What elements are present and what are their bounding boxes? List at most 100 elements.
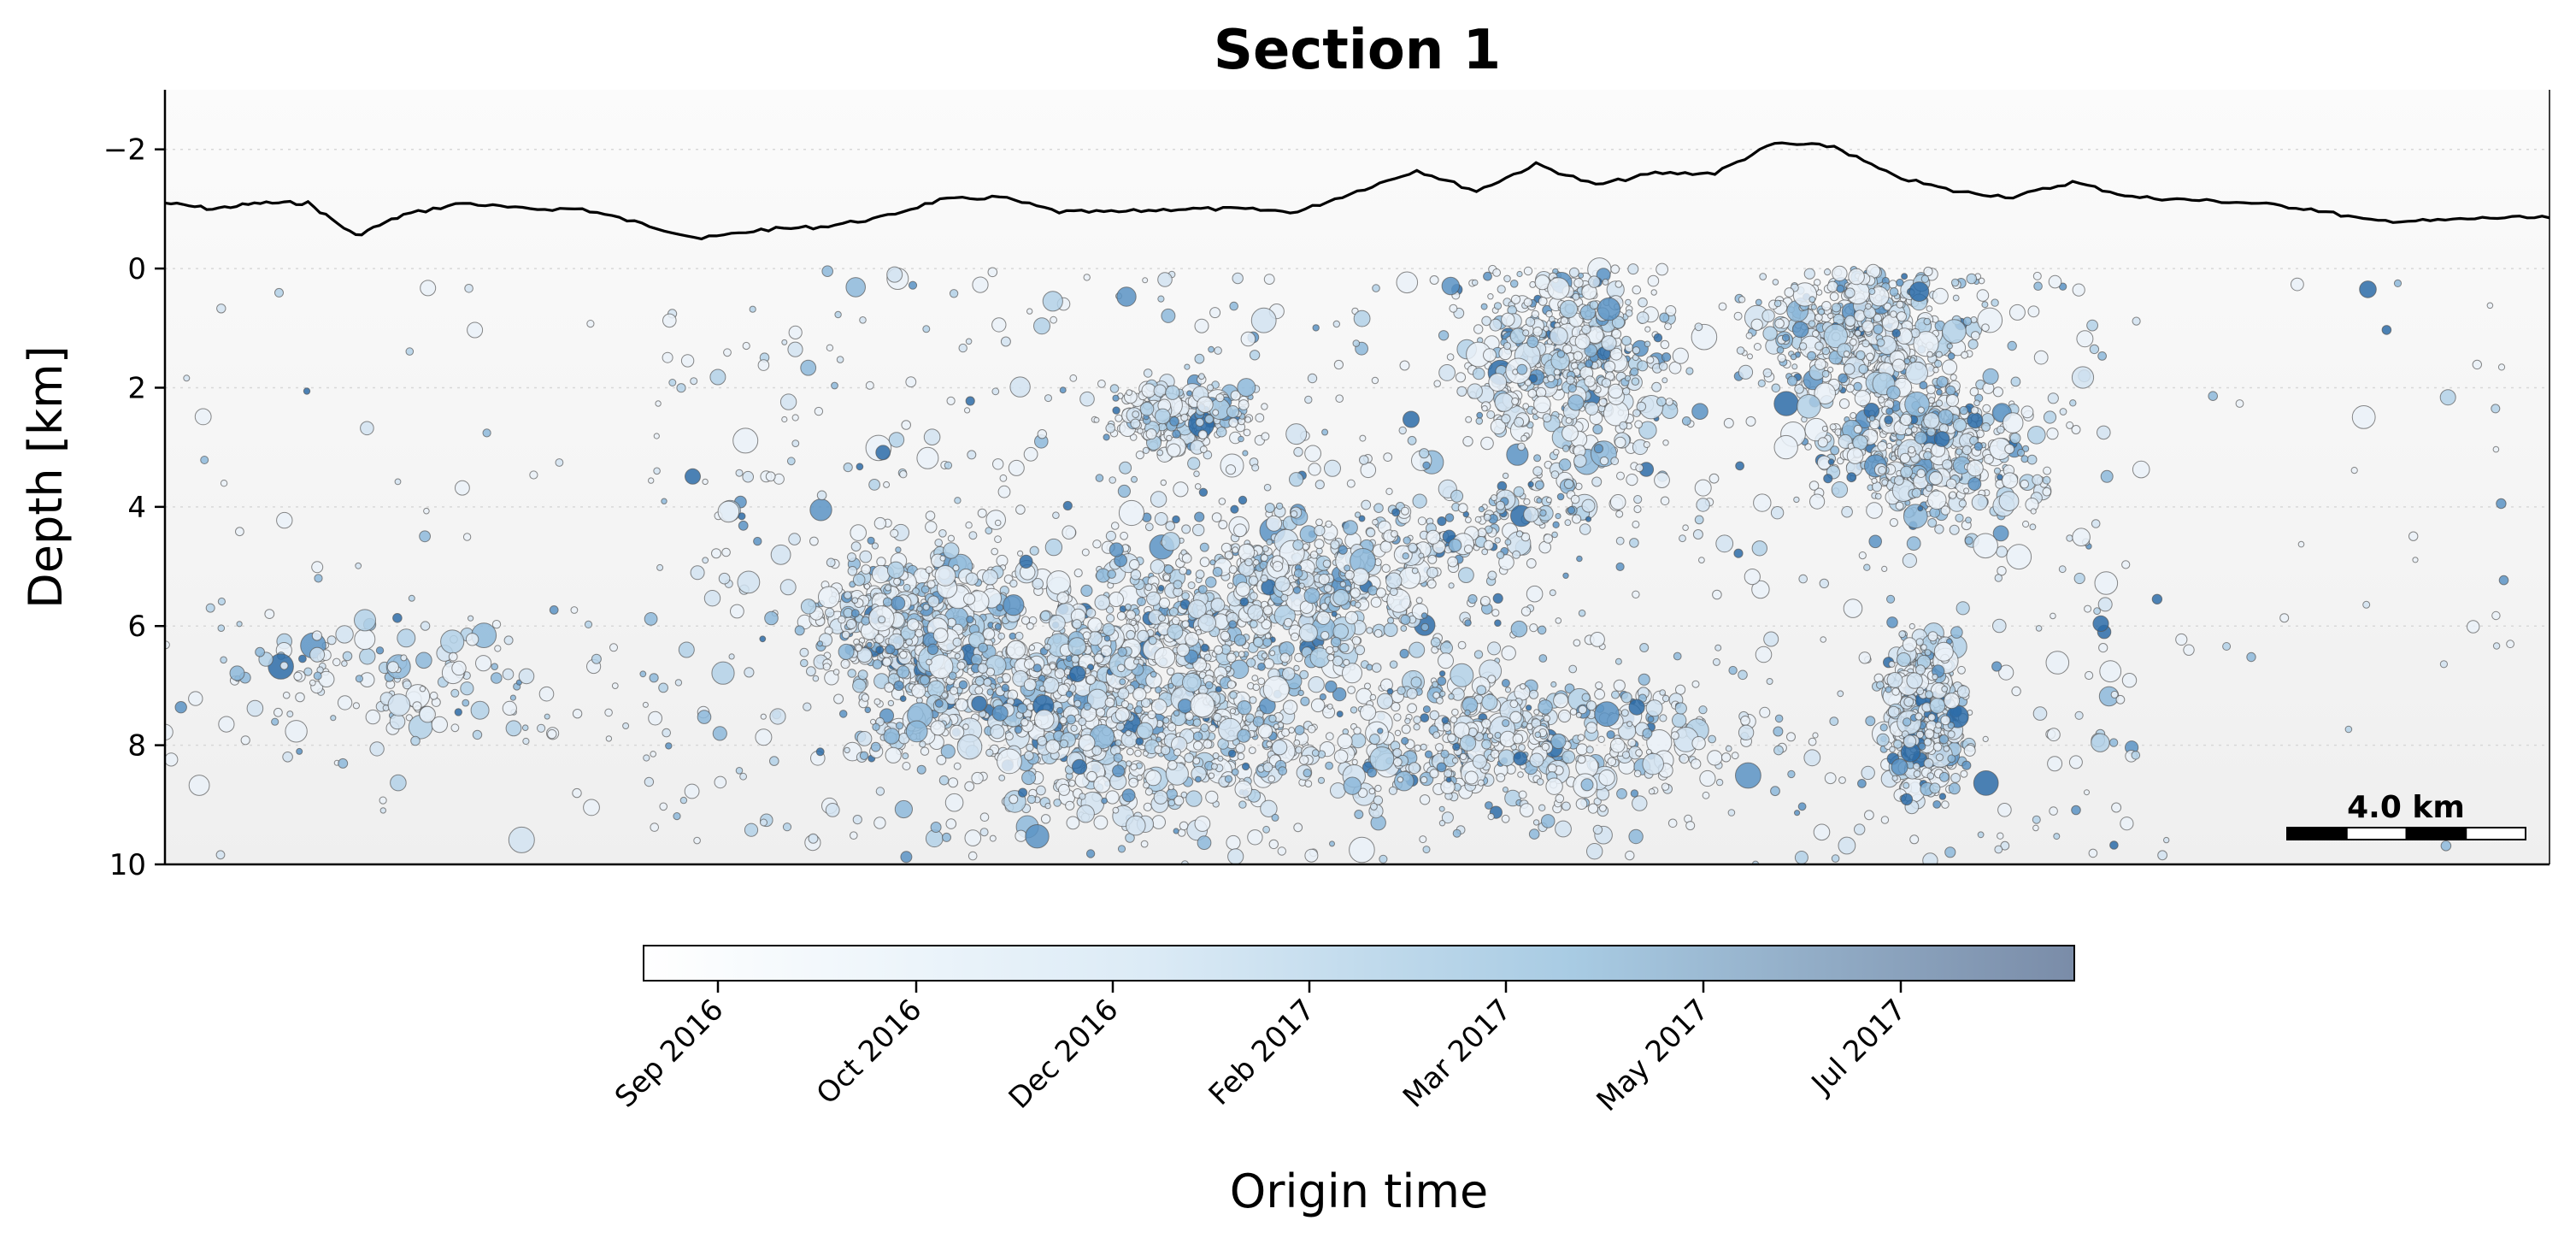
event-marker xyxy=(1228,417,1239,428)
event-marker xyxy=(1278,766,1287,775)
event-marker xyxy=(1928,471,1943,486)
event-marker xyxy=(1933,431,1950,447)
event-marker xyxy=(1132,410,1140,419)
event-marker xyxy=(440,629,465,654)
event-marker xyxy=(1762,326,1778,341)
event-marker xyxy=(1597,297,1621,321)
event-marker xyxy=(1913,769,1921,778)
event-marker xyxy=(1131,475,1138,483)
event-marker xyxy=(1456,386,1467,397)
event-marker xyxy=(1635,749,1643,757)
event-marker xyxy=(1162,716,1170,724)
event-marker xyxy=(1956,685,1970,699)
event-marker xyxy=(1209,724,1217,733)
event-marker xyxy=(2002,412,2024,433)
event-marker xyxy=(1307,724,1316,734)
event-marker xyxy=(1125,729,1132,737)
event-marker xyxy=(1247,829,1263,846)
event-marker xyxy=(806,666,816,677)
event-marker xyxy=(1153,790,1168,805)
event-marker xyxy=(1419,794,1431,805)
event-marker xyxy=(1238,495,1248,505)
event-marker xyxy=(1199,557,1210,568)
event-marker xyxy=(1420,713,1430,722)
event-marker xyxy=(1628,828,1644,845)
event-marker xyxy=(967,851,978,861)
event-marker xyxy=(1104,697,1115,708)
event-marker xyxy=(1252,683,1261,692)
event-marker xyxy=(1602,278,1609,286)
event-marker xyxy=(1167,722,1177,732)
event-marker xyxy=(1809,493,1826,510)
event-marker xyxy=(1388,786,1398,795)
event-marker xyxy=(1237,752,1245,761)
event-marker xyxy=(1195,569,1205,580)
event-marker xyxy=(1163,564,1173,575)
event-marker xyxy=(1878,466,1887,475)
event-marker xyxy=(1136,774,1143,781)
event-marker xyxy=(1577,734,1585,742)
event-marker xyxy=(1083,702,1092,710)
event-marker xyxy=(1637,360,1649,372)
event-marker xyxy=(1294,652,1303,663)
event-marker xyxy=(1346,479,1356,488)
event-marker xyxy=(1192,523,1205,537)
event-marker xyxy=(1542,413,1552,423)
event-marker xyxy=(1910,426,1918,433)
chart-title: Section 1 xyxy=(1214,19,1501,82)
event-marker xyxy=(1894,475,1904,486)
event-marker xyxy=(1244,416,1251,423)
event-marker xyxy=(1317,776,1326,784)
event-marker xyxy=(1198,373,1205,380)
event-marker xyxy=(1150,491,1167,508)
event-marker xyxy=(1638,297,1648,308)
event-marker xyxy=(1529,752,1544,768)
event-marker xyxy=(1844,287,1856,298)
event-marker xyxy=(1537,625,1547,635)
event-marker xyxy=(1644,340,1651,348)
event-marker xyxy=(1371,663,1382,673)
event-marker xyxy=(1520,683,1526,690)
event-marker xyxy=(1134,749,1142,758)
event-marker xyxy=(2002,472,2019,489)
event-marker xyxy=(1073,569,1083,578)
event-marker xyxy=(794,625,805,636)
event-marker xyxy=(1926,305,1933,312)
event-marker xyxy=(1204,681,1214,690)
event-marker xyxy=(1526,335,1539,348)
event-marker xyxy=(1917,406,1925,414)
event-marker xyxy=(386,661,399,674)
event-marker xyxy=(1339,643,1350,653)
event-marker xyxy=(1900,793,1914,806)
event-marker xyxy=(1550,681,1557,688)
event-marker xyxy=(1062,500,1073,511)
event-marker xyxy=(1415,597,1423,604)
event-marker xyxy=(1528,689,1539,699)
event-marker xyxy=(956,661,966,670)
event-markers xyxy=(165,257,2515,864)
event-marker xyxy=(1818,308,1825,315)
event-marker xyxy=(1218,520,1228,530)
event-marker xyxy=(1821,369,1830,378)
event-marker xyxy=(1257,677,1266,686)
event-marker xyxy=(1877,440,1888,451)
event-marker xyxy=(1253,559,1260,566)
event-marker xyxy=(1238,399,1250,410)
event-marker xyxy=(875,646,885,655)
event-marker xyxy=(1559,299,1579,319)
event-marker xyxy=(1770,786,1780,797)
event-marker xyxy=(1184,752,1195,763)
event-marker xyxy=(1838,373,1849,384)
event-marker xyxy=(1433,380,1441,388)
event-marker xyxy=(392,613,403,623)
event-marker xyxy=(1509,280,1519,288)
event-marker xyxy=(462,699,470,707)
event-marker xyxy=(2042,486,2052,497)
event-marker xyxy=(712,726,727,741)
event-marker xyxy=(1436,762,1447,773)
event-marker xyxy=(1903,781,1910,789)
event-marker xyxy=(359,648,376,665)
event-marker xyxy=(1885,407,1894,416)
event-marker xyxy=(1509,710,1522,724)
event-marker xyxy=(1575,711,1582,718)
